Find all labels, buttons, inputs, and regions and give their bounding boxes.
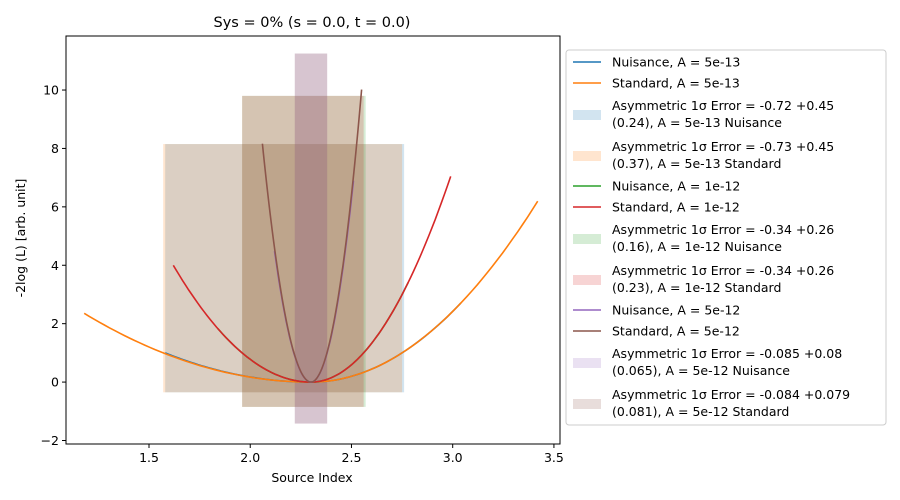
legend-entry-label: Asymmetric 1σ Error = -0.72 +0.45 xyxy=(612,98,834,113)
chart-title: Sys = 0% (s = 0.0, t = 0.0) xyxy=(214,15,411,31)
legend-entry-label: Asymmetric 1σ Error = -0.34 +0.26 xyxy=(612,263,834,278)
y-tick-label: 4 xyxy=(51,258,59,273)
x-tick-label: 3.0 xyxy=(443,450,463,465)
plot-frame xyxy=(65,35,561,445)
y-tick-label: 10 xyxy=(43,83,59,98)
y-axis: −2 0 2 4 6 8 10 xyxy=(41,83,66,448)
legend-entry-label: Asymmetric 1σ Error = -0.084 +0.079 xyxy=(612,387,850,402)
legend-band-swatch xyxy=(573,275,601,285)
legend-entry-label: (0.16), A = 1e-12 Nuisance xyxy=(612,239,782,254)
error-bands xyxy=(163,53,405,424)
legend-entry-label: Nuisance, A = 5e-12 xyxy=(612,303,740,318)
legend: Nuisance, A = 5e-13 Standard, A = 5e-13 As… xyxy=(565,49,887,426)
legend-box xyxy=(565,49,887,426)
legend-entry-label: Asymmetric 1σ Error = -0.085 +0.08 xyxy=(612,346,842,361)
error-band-3 xyxy=(163,144,403,393)
legend-band-swatch xyxy=(573,110,601,120)
x-tick-label: 1.5 xyxy=(139,450,159,465)
legend-entry-label: (0.065), A = 5e-12 Nuisance xyxy=(612,363,790,378)
likelihood-curves xyxy=(83,89,539,383)
y-tick-label: 0 xyxy=(51,375,59,390)
legend-entry-label: (0.081), A = 5e-12 Standard xyxy=(612,404,789,419)
legend-entry-label: Standard, A = 5e-12 xyxy=(612,324,740,339)
legend-entry-label: (0.37), A = 5e-13 Standard xyxy=(612,156,781,171)
y-tick-label: 6 xyxy=(51,199,59,214)
error-band-10 xyxy=(294,53,328,424)
x-tick-label: 3.5 xyxy=(544,450,564,465)
legend-band-swatch xyxy=(573,234,601,244)
y-tick-label: −2 xyxy=(41,433,59,448)
x-tick-label: 2.5 xyxy=(342,450,362,465)
x-tick-label: 2.0 xyxy=(240,450,260,465)
legend-entry-label: Asymmetric 1σ Error = -0.34 +0.26 xyxy=(612,222,834,237)
error-band-11 xyxy=(294,53,328,424)
legend-entry-label: (0.24), A = 5e-13 Nuisance xyxy=(612,115,782,130)
y-tick-label: 2 xyxy=(51,316,59,331)
legend-entry-label: Nuisance, A = 5e-13 xyxy=(612,55,740,70)
legend-band-swatch xyxy=(573,358,601,368)
legend-entry-label: (0.23), A = 1e-12 Standard xyxy=(612,280,781,295)
legend-entry-label: Standard, A = 1e-12 xyxy=(612,200,740,215)
curve-9 xyxy=(261,89,363,383)
legend-band-swatch xyxy=(573,399,601,409)
legend-entry-label: Standard, A = 5e-13 xyxy=(612,76,740,91)
x-axis: 1.5 2.0 2.5 3.0 3.5 xyxy=(139,444,564,465)
x-axis-label: Source Index xyxy=(271,470,352,485)
legend-entry-label: Asymmetric 1σ Error = -0.73 +0.45 xyxy=(612,139,834,154)
y-tick-label: 8 xyxy=(51,141,59,156)
legend-entry-label: Nuisance, A = 1e-12 xyxy=(612,179,740,194)
legend-band-swatch xyxy=(573,151,601,161)
y-axis-label: -2log (L) [arb. unit] xyxy=(13,179,28,298)
